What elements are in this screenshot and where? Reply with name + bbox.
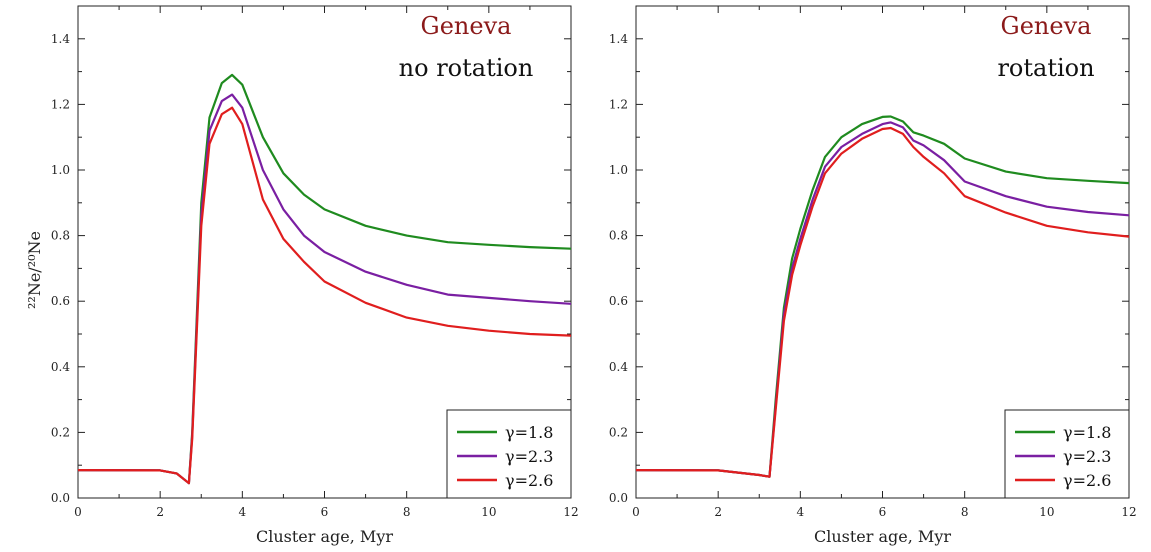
legend-box <box>446 409 572 499</box>
y-tick-label: 0.4 <box>609 360 628 374</box>
annotation-source: Geneva <box>421 12 512 40</box>
legend-label: γ=2.6 <box>1063 471 1111 490</box>
x-axis-label: Cluster age, Myr <box>256 527 393 546</box>
y-tick-label: 0.2 <box>609 425 628 439</box>
y-tick-label: 0.0 <box>51 491 70 505</box>
x-tick-label: 4 <box>797 505 805 519</box>
y-tick-label: 1.4 <box>51 32 70 46</box>
chart-panel-2: 0 2 4 6 8 10 12 0.0 0.2 0.4 0.6 0.8 1.0 1.2 1.4 Cluster… <box>609 5 1137 546</box>
x-tick-label: 2 <box>714 505 722 519</box>
y-tick-label: 1.4 <box>609 32 628 46</box>
x-tick-label: 12 <box>563 505 578 519</box>
series-line-3 <box>77 106 572 485</box>
x-tick-label: 0 <box>74 505 82 519</box>
annotation-mode: rotation <box>997 54 1094 82</box>
legend: γ=1.8 γ=2.3 γ=2.6 <box>1004 409 1130 499</box>
y-tick-label: 1.0 <box>51 163 70 177</box>
x-tick-label: 0 <box>632 505 640 519</box>
chart-panel-1: 0 2 4 6 8 10 12 0.0 0.2 0.4 0.6 0.8 1.0 1.2 1.4 Cluster… <box>51 5 579 546</box>
y-tick-label: 0.0 <box>609 491 628 505</box>
x-tick-label: 6 <box>321 505 329 519</box>
legend-box <box>1004 409 1130 499</box>
y-tick-label: 0.8 <box>51 229 70 243</box>
y-tick-label: 0.2 <box>51 425 70 439</box>
x-tick-label: 4 <box>239 505 247 519</box>
y-tick-label: 1.2 <box>609 97 628 111</box>
x-tick-label: 2 <box>156 505 164 519</box>
x-tick-label: 12 <box>1121 505 1136 519</box>
legend-label: γ=2.3 <box>505 447 553 466</box>
legend-label: γ=1.8 <box>505 423 553 442</box>
legend-label: γ=2.3 <box>1063 447 1111 466</box>
series-line-3 <box>635 126 1130 478</box>
legend-label: γ=1.8 <box>1063 423 1111 442</box>
x-tick-label: 6 <box>879 505 887 519</box>
y-tick-label: 0.4 <box>51 360 70 374</box>
x-tick-label: 8 <box>961 505 969 519</box>
legend-label: γ=2.6 <box>505 471 553 490</box>
y-axis-label: ²²Ne/²⁰Ne <box>25 231 44 309</box>
y-tick-label: 0.6 <box>51 294 70 308</box>
y-tick-label: 1.0 <box>609 163 628 177</box>
annotation-source: Geneva <box>1001 12 1092 40</box>
annotation-mode: no rotation <box>399 54 534 82</box>
y-tick-label: 1.2 <box>51 97 70 111</box>
legend: γ=1.8 γ=2.3 γ=2.6 <box>446 409 572 499</box>
y-tick-label: 0.6 <box>609 294 628 308</box>
x-tick-label: 10 <box>1039 505 1054 519</box>
x-tick-label: 8 <box>403 505 411 519</box>
x-axis-label: Cluster age, Myr <box>814 527 951 546</box>
y-tick-label: 0.8 <box>609 229 628 243</box>
x-tick-label: 10 <box>481 505 496 519</box>
